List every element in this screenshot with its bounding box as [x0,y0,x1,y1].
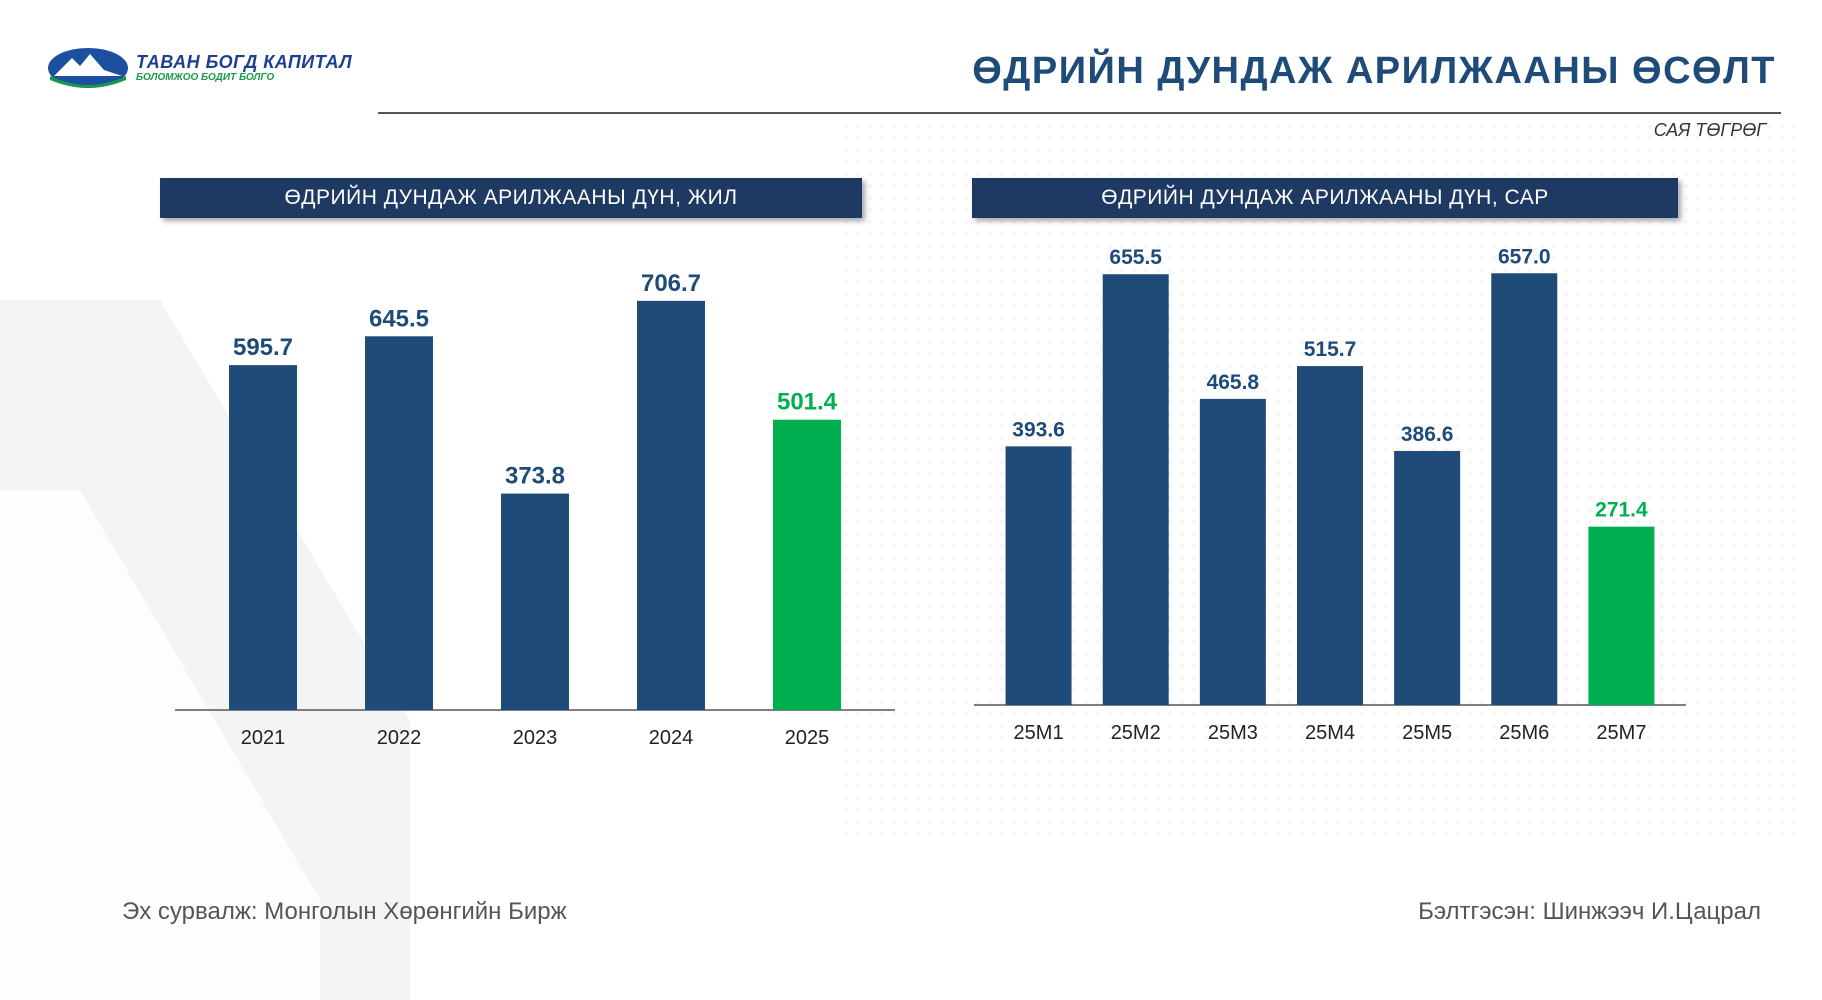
x-tick-label-25M2: 25M2 [1111,722,1161,744]
data-label-25M5: 386.6 [1401,423,1454,446]
data-label-25M4: 515.7 [1304,338,1357,361]
x-tick-label-2022: 2022 [377,727,422,749]
x-tick-label-2025: 2025 [785,727,830,749]
yearly-bar-chart: 595.7 2021 645.5 2022 373.8 2023 706.7 2024 501.… [175,270,895,749]
bar-2022 [365,336,433,710]
x-tick-label-2023: 2023 [513,727,558,749]
prepared-by-note: Бэлтгэсэн: Шинжээч И.Цацрал [1418,898,1761,925]
bar-2021 [229,365,297,710]
bar-25M5 [1394,450,1461,705]
company-logo-icon [48,48,128,88]
background-decoration [0,300,410,1000]
x-tick-label-2024: 2024 [649,727,694,749]
bar-25M6 [1491,273,1558,705]
bar-25M2 [1102,274,1169,705]
yearly-chart-header: ӨДРИЙН ДУНДАЖ АРИЛЖААНЫ ДҮН, ЖИЛ [160,178,862,218]
bar-25M3 [1199,398,1266,705]
bar-2024 [637,300,705,710]
x-tick-label-25M4: 25M4 [1305,722,1355,744]
x-tick-label-25M7: 25M7 [1596,722,1646,744]
x-tick-label-25M1: 25M1 [1014,722,1064,744]
data-label-2023: 373.8 [505,463,565,490]
data-label-25M3: 465.8 [1207,371,1260,394]
bar-2025 [773,419,841,710]
x-tick-label-25M3: 25M3 [1208,722,1258,744]
data-label-2021: 595.7 [233,334,293,361]
bar-25M4 [1297,366,1363,705]
x-tick-label-2021: 2021 [241,727,286,749]
data-label-2022: 645.5 [369,305,429,332]
bar-25M7 [1588,526,1655,705]
monthly-bar-chart: 393.6 25M1 655.5 25M2 465.8 25M3 515.7 25M4 386.… [974,245,1686,744]
bar-25M1 [1005,446,1072,705]
logo-tagline: БОЛОМЖОО БОДИТ БОЛГО [136,72,275,83]
data-label-25M2: 655.5 [1109,246,1162,269]
x-tick-label-25M5: 25M5 [1402,722,1452,744]
page-title: ӨДРИЙН ДУНДАЖ АРИЛЖААНЫ ӨСӨЛТ [972,50,1776,92]
monthly-chart-header: ӨДРИЙН ДУНДАЖ АРИЛЖААНЫ ДҮН, САР [972,178,1678,218]
logo-name: ТАВАН БОГД КАПИТАЛ [136,52,353,72]
data-label-25M7: 271.4 [1595,499,1648,522]
unit-label: САЯ ТӨГРӨГ [1653,120,1766,140]
source-note: Эх сурвалж: Монголын Хөрөнгийн Бирж [122,898,567,925]
data-label-25M1: 393.6 [1012,418,1065,441]
title-divider [378,112,1781,114]
x-tick-label-25M6: 25M6 [1499,722,1549,744]
bar-2023 [501,493,569,710]
data-label-25M6: 657.0 [1498,245,1551,268]
data-label-2025: 501.4 [777,389,838,416]
data-label-2024: 706.7 [641,270,701,297]
